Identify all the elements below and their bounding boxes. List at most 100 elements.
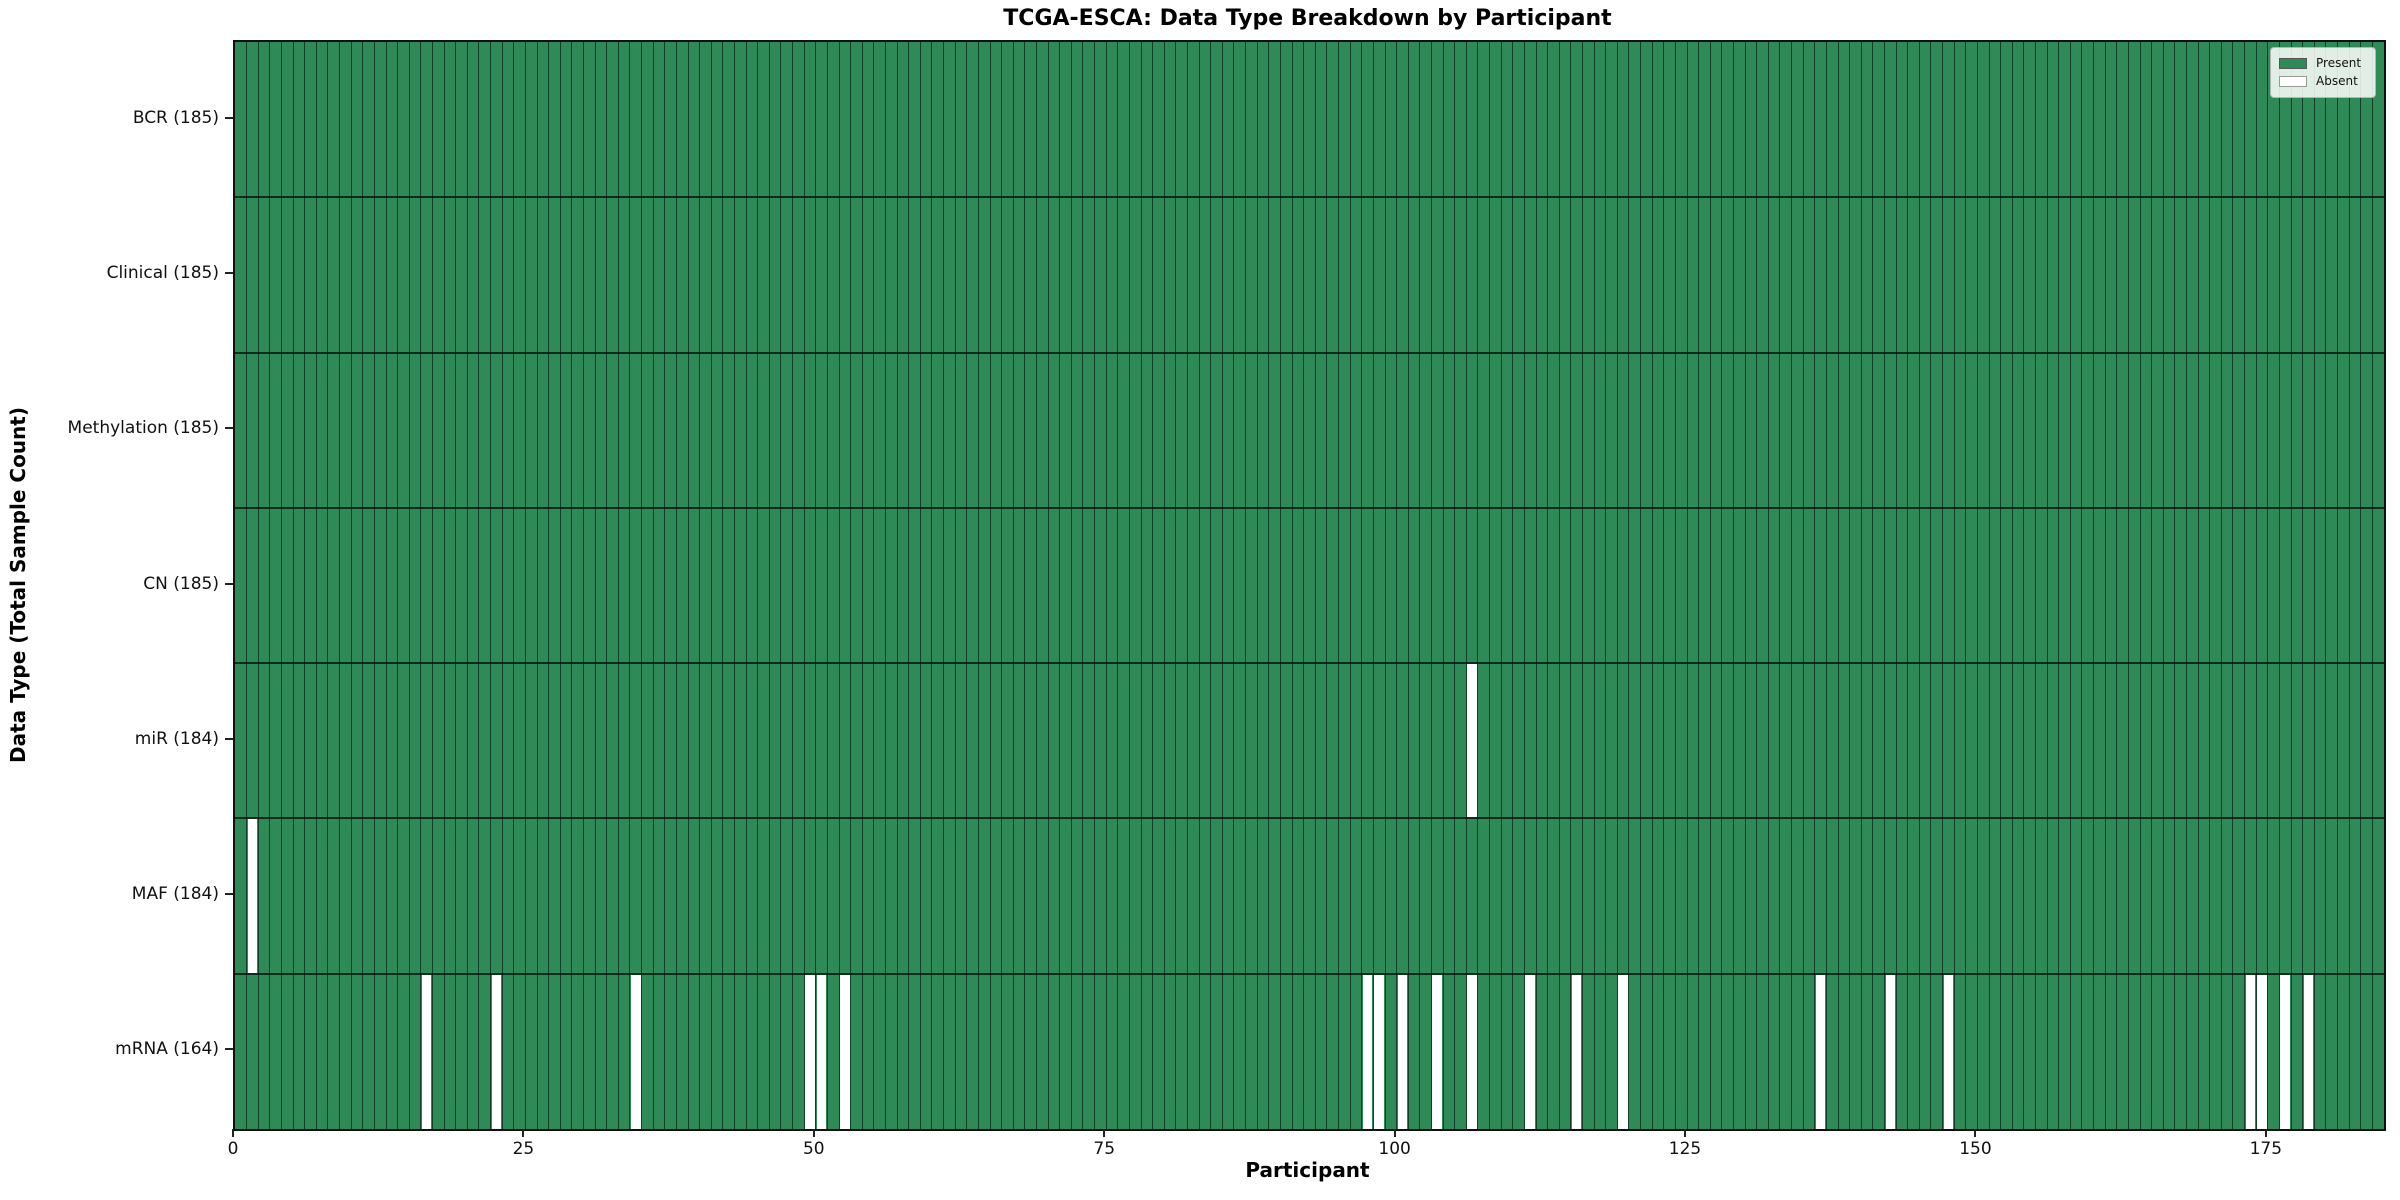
bar-edge-line — [1918, 42, 1920, 1129]
bar-edge-line — [2360, 42, 2362, 1129]
bar-edge-line — [850, 42, 852, 1129]
absent-cell-mRNA-16 — [421, 974, 432, 1129]
bar-edge-line — [385, 42, 387, 1129]
bar-edge-line — [1477, 42, 1479, 1129]
bar-edge-line — [292, 42, 294, 1129]
bar-edge-line — [536, 42, 538, 1129]
bar-edge-line — [1570, 42, 1572, 1129]
row-separator-line — [235, 817, 2384, 820]
absent-cell-mRNA-173 — [2245, 974, 2256, 1129]
x-tick-label-125: 125 — [1668, 1139, 1702, 1159]
plot-area — [233, 40, 2386, 1131]
bar-edge-line — [1628, 42, 1630, 1129]
bar-edge-line — [420, 42, 422, 1129]
absent-cell-mRNA-176 — [2280, 974, 2291, 1129]
bar-edge-line — [1698, 42, 1700, 1129]
bar-edge-line — [1523, 42, 1525, 1129]
bar-edge-line — [1349, 42, 1351, 1129]
bar-edge-line — [1036, 42, 1038, 1129]
bar-edge-line — [687, 42, 689, 1129]
bar-edge-line — [246, 42, 248, 1129]
bar-edge-line — [1419, 42, 1421, 1129]
x-tick-label-25: 25 — [512, 1139, 535, 1159]
y-tick-mark — [225, 893, 233, 896]
bar-edge-line — [408, 42, 410, 1129]
bar-edge-line — [524, 42, 526, 1129]
x-tick-label-175: 175 — [2249, 1139, 2283, 1159]
absent-swatch-icon — [2279, 75, 2307, 87]
bar-edge-line — [2046, 42, 2048, 1129]
y-tick-label-mRNA: mRNA (164) — [115, 1039, 219, 1060]
bar-edge-line — [780, 42, 782, 1129]
bar-edge-line — [1430, 42, 1432, 1129]
bar-edge-line — [1279, 42, 1281, 1129]
bar-edge-line — [2035, 42, 2036, 1129]
bar-edge-line — [501, 42, 503, 1129]
bar-edge-line — [478, 42, 480, 1129]
bar-edge-line — [1640, 42, 1642, 1129]
x-tick-mark — [812, 1129, 815, 1137]
bar-edge-line — [1338, 42, 1340, 1129]
bar-edge-line — [2069, 42, 2071, 1129]
bar-edge-line — [1152, 42, 1154, 1129]
bar-edge-line — [919, 42, 921, 1129]
absent-cell-miR-106 — [1467, 664, 1477, 818]
absent-cell-mRNA-22 — [491, 974, 502, 1129]
bar-edge-line — [2232, 42, 2234, 1129]
bar-edge-line — [908, 42, 910, 1129]
bar-edge-line — [954, 42, 956, 1129]
bar-edge-line — [873, 42, 875, 1129]
row-separator-line — [235, 351, 2384, 354]
bar-edge-line — [443, 42, 445, 1129]
bar-edge-line — [1663, 42, 1665, 1129]
bar-edge-line — [1233, 42, 1235, 1129]
bar-edge-line — [2011, 42, 2013, 1129]
bar-edge-line — [1326, 42, 1328, 1129]
absent-cell-mRNA-115 — [1571, 974, 1582, 1129]
bar-edge-line — [1059, 42, 1061, 1129]
x-tick-mark — [1684, 1129, 1687, 1137]
bar-edge-line — [2058, 42, 2060, 1129]
bar-edge-line — [1001, 42, 1003, 1129]
bar-edge-line — [1314, 42, 1316, 1129]
bar-edge-line — [1256, 42, 1258, 1129]
bar-edge-line — [2000, 42, 2002, 1129]
bar-edge-line — [1535, 42, 1537, 1129]
bar-edge-line — [2174, 42, 2176, 1129]
bar-edge-line — [1291, 42, 1293, 1129]
bar-edge-line — [1674, 42, 1676, 1129]
bar-edge-line — [977, 42, 979, 1129]
bar-edge-line — [1070, 42, 1072, 1129]
bar-edge-line — [350, 42, 352, 1129]
bar-edge-line — [1198, 42, 1200, 1129]
x-tick-mark — [232, 1129, 234, 1137]
bar-edge-line — [1094, 42, 1096, 1129]
x-tick-mark — [1393, 1129, 1396, 1137]
bar-edge-line — [757, 42, 759, 1129]
bar-edge-line — [2186, 42, 2188, 1129]
bar-edge-line — [1407, 42, 1409, 1129]
bar-edge-line — [896, 42, 898, 1129]
bar-edge-line — [1802, 42, 1804, 1129]
bar-edge-line — [1767, 42, 1769, 1129]
bar-edge-line — [606, 42, 608, 1129]
bar-edge-line — [513, 42, 515, 1129]
bar-edge-line — [861, 42, 863, 1129]
bar-edge-line — [1210, 42, 1212, 1129]
bar-edge-line — [1384, 42, 1386, 1129]
bar-edge-line — [548, 42, 550, 1129]
bar-edge-line — [2290, 42, 2292, 1129]
bar-edge-line — [1942, 42, 1944, 1129]
absent-cell-mRNA-98 — [1374, 974, 1384, 1129]
bar-edge-line — [989, 42, 991, 1129]
absent-cell-mRNA-136 — [1815, 974, 1826, 1129]
bar-edge-line — [1163, 42, 1165, 1129]
absent-cell-mRNA-147 — [1943, 974, 1954, 1129]
y-tick-mark — [225, 116, 233, 119]
bar-edge-line — [1268, 42, 1270, 1129]
bar-edge-line — [629, 42, 631, 1129]
bar-edge-line — [826, 42, 828, 1129]
bar-edge-line — [2267, 42, 2269, 1129]
bar-edge-line — [1744, 42, 1746, 1129]
y-tick-mark — [225, 271, 233, 274]
